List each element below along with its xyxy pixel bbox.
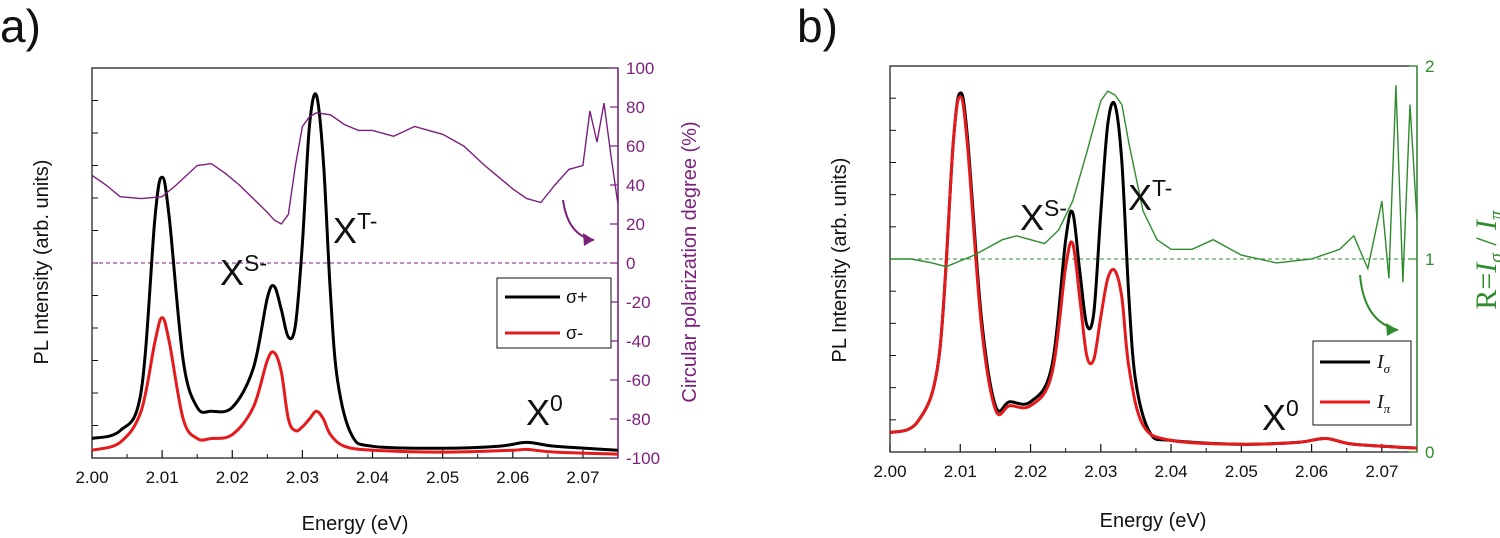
panel-b-chart: b) 2.00 2.01 2.02 2.03 2.04 2.05 2.06 2.07 012 …: [797, 0, 1500, 532]
panel-a-y2-ticks: -100 -80 -60 -40 -20 0 20 40 60 80 100: [610, 59, 660, 468]
y2-tick-label: 40: [626, 176, 645, 195]
x-tick-label: 2.07: [566, 468, 599, 487]
panel-a-sigma-minus-line: [91, 316, 619, 456]
y2-tick-label: -80: [626, 410, 651, 429]
panel-b-label: b): [797, 0, 838, 52]
x-tick-label: 2.00: [873, 462, 906, 481]
x-tick-label: 2.04: [356, 468, 389, 487]
x-tick-label: 2.01: [146, 468, 179, 487]
panel-a-legend-box: [496, 277, 612, 349]
x-tick-label: 2.01: [944, 462, 977, 481]
x-tick-label: 2.02: [216, 468, 249, 487]
panel-a-label: a): [0, 0, 41, 52]
panel-b-xs-label: XS-: [1020, 195, 1067, 238]
x-tick-label: 2.00: [75, 468, 108, 487]
panel-a-legend-label-sigma-minus: σ-: [566, 323, 583, 343]
panel-b-x-axis-title: Energy (eV): [1100, 510, 1207, 532]
panel-b-ratio-line: [890, 85, 1418, 283]
panel-b-right-axis-arrow: [1359, 274, 1399, 336]
y2-tick-label: -40: [626, 332, 651, 351]
y2-tick-label: 0: [626, 254, 635, 273]
panel-a-legend: σ+ σ-: [496, 277, 612, 349]
panel-a-x-ticks: 2.00 2.01 2.02 2.03 2.04 2.05 2.06 2.07: [75, 450, 619, 487]
panel-b-xt-label: XT-: [1128, 175, 1172, 218]
y2-tick-label: 2: [1425, 57, 1434, 76]
x-tick-label: 2.05: [426, 468, 459, 487]
y2-tick-label: 100: [626, 59, 654, 78]
y2-tick-label: -60: [626, 371, 651, 390]
panel-a-chart: a) 2.00 2.01 2.02 2.03 2.04 2.05 2.06 2.07 -100…: [0, 0, 701, 535]
panel-b-x-ticks: 2.00 2.01 2.02 2.03 2.04 2.05 2.06 2.07: [873, 444, 1418, 481]
panel-b-i-pi-line: [889, 95, 1418, 450]
panel-b-x0-label: X0: [1262, 395, 1299, 438]
panel-a-legend-label-sigma-plus: σ+: [566, 287, 588, 307]
x-tick-label: 2.05: [1225, 462, 1258, 481]
panel-b-curved-arrow: [1359, 274, 1399, 331]
x-tick-label: 2.03: [1084, 462, 1117, 481]
panel-a-polarization-line: [91, 102, 619, 225]
panel-b-legend-label-i-pi: Iπ: [1376, 391, 1391, 416]
y2-tick-label: 0: [1425, 443, 1434, 462]
y2-tick-label: -20: [626, 293, 651, 312]
panel-a-x-axis-title: Energy (eV): [302, 513, 409, 535]
x-tick-label: 2.03: [286, 468, 319, 487]
panel-a-sigma-plus-line: [91, 92, 619, 452]
panel-a-xs-label: XS-: [220, 250, 267, 293]
x-tick-label: 2.04: [1155, 462, 1188, 481]
y2-tick-label: 20: [626, 215, 645, 234]
y2-tick-label: 80: [626, 98, 645, 117]
panel-b-legend-box: [1312, 340, 1412, 426]
panel-a-xt-label: XT-: [333, 208, 377, 251]
panel-a-y-axis-title: PL Intensity (arb. units): [31, 160, 53, 365]
panel-a-x0-label: X0: [526, 390, 563, 433]
panel-a-curved-arrow: [562, 199, 595, 241]
panel-b-legend: Iσ Iπ: [1312, 340, 1412, 426]
panel-b-y-ticks: [890, 97, 896, 421]
y2-tick-label: 60: [626, 137, 645, 156]
x-tick-label: 2.06: [1295, 462, 1328, 481]
panel-a-right-axis-arrow: [562, 199, 595, 246]
panel-a-y2-axis-title: Circular polarization degree (%): [679, 121, 701, 402]
panel-b-y2-axis-title: R=Iσ / Iπ: [1470, 210, 1500, 310]
panel-a-arrow-head: [583, 233, 594, 246]
y2-tick-label: 1: [1425, 250, 1434, 269]
x-tick-label: 2.06: [496, 468, 529, 487]
y2-tick-label: -100: [626, 449, 660, 468]
x-tick-label: 2.07: [1365, 462, 1398, 481]
panel-b-y2-ticks: 0 1 2: [1409, 57, 1434, 462]
panel-b-y-axis-title: PL Intensity (arb. units): [829, 158, 851, 363]
panel-b-legend-label-i-sigma: Iσ: [1376, 351, 1391, 376]
x-tick-label: 2.02: [1014, 462, 1047, 481]
panel-b-arrow-head: [1386, 323, 1398, 336]
